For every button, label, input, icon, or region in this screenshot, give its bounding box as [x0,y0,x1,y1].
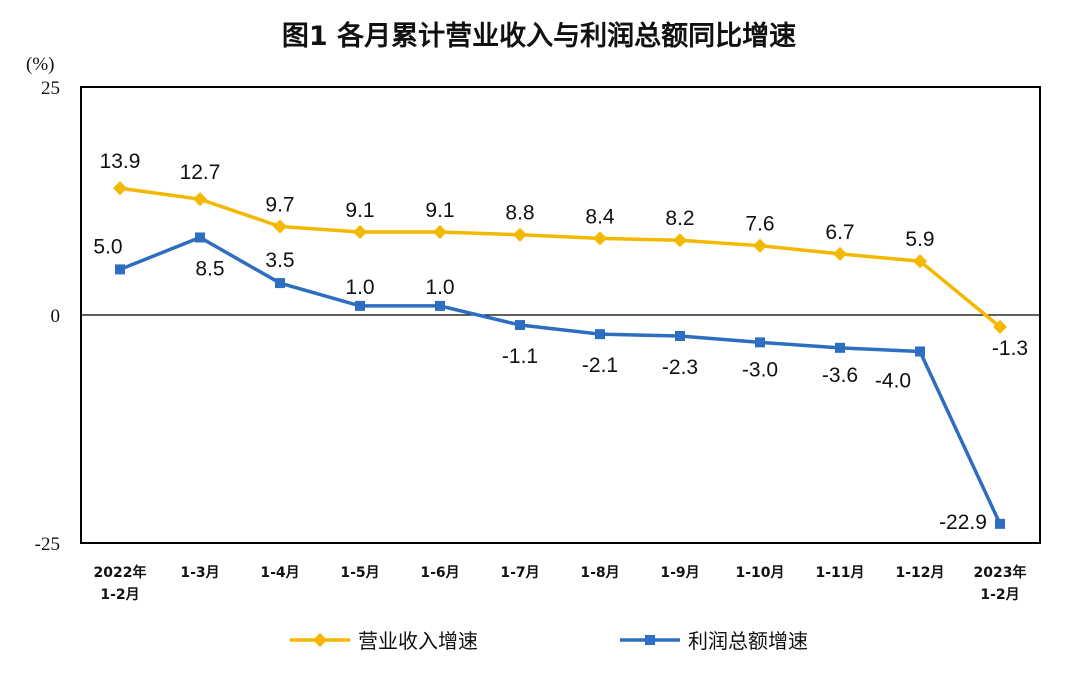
data-point [755,337,765,348]
data-label: 6.7 [825,221,854,244]
data-label: 9.7 [265,194,294,217]
data-label: 9.1 [425,199,454,222]
data-point [833,246,847,261]
y-axis-unit: (%) [26,54,54,75]
data-label: -3.6 [822,364,858,387]
x-tick-label: 1-12月 [895,565,944,581]
data-point [193,192,207,207]
data-label: -2.1 [582,354,618,377]
data-label: 8.2 [665,207,694,230]
data-point [275,278,285,289]
legend-marker [313,633,327,647]
series-line-1 [119,186,1002,329]
legend-marker [645,635,655,645]
data-point [115,264,125,275]
data-point [515,320,525,331]
x-tick-label: 1-6月 [420,565,459,581]
data-label: 5.0 [93,235,122,258]
data-point [835,342,845,353]
data-point [675,330,685,341]
data-label: 1.0 [345,276,374,299]
data-label: -1.1 [502,345,538,368]
data-point [353,225,367,240]
data-label: 8.8 [505,202,534,225]
data-point [993,319,1007,334]
data-point [995,518,1005,529]
data-label: 12.7 [180,161,221,184]
x-tick-label: 1-9月 [660,565,699,581]
data-point [355,300,365,311]
y-tick-label: 0 [51,306,61,327]
x-tick-label: 1-4月 [260,565,299,581]
x-tick-label: 1-2月 [100,587,139,603]
data-point [915,346,925,357]
x-tick-label: 1-2月 [980,587,1019,603]
x-tick-label: 1-7月 [500,565,539,581]
data-point [673,233,687,248]
data-label: -4.0 [875,369,911,392]
data-point [593,231,607,246]
x-tick-label: 2022年 [94,564,147,581]
x-tick-label: 1-5月 [340,565,379,581]
x-tick-label: 2023年 [974,564,1027,581]
data-label: 9.1 [345,199,374,222]
data-point [273,219,287,234]
data-point [195,232,205,243]
data-label: 13.9 [100,150,141,173]
x-tick-label: 1-11月 [815,565,864,581]
data-label: 8.5 [195,257,224,280]
data-point [513,227,527,242]
data-point [595,329,605,340]
series-line-2 [119,235,1002,525]
data-point [913,254,927,269]
x-tick-label: 1-10月 [735,565,784,581]
x-tick-label: 1-8月 [580,565,619,581]
data-label: 1.0 [425,276,454,299]
data-point [433,225,447,240]
data-label: 3.5 [265,249,294,272]
data-point [113,181,127,196]
data-label: -1.3 [992,337,1028,360]
data-label: -3.0 [742,358,778,381]
data-label: 7.6 [745,213,774,236]
data-label: -22.9 [939,511,987,534]
legend-label: 营业收入增速 [358,629,478,653]
x-tick-label: 1-3月 [180,565,219,581]
chart-title: 图1 各月累计营业收入与利润总额同比增速 [281,21,797,52]
data-label: 8.4 [585,205,615,228]
data-label: -2.3 [662,356,698,379]
y-tick-label: -25 [35,534,60,555]
data-label: 5.9 [905,228,934,251]
y-tick-label: 25 [41,78,60,99]
legend-label: 利润总额增速 [688,629,808,653]
data-point [753,238,767,253]
data-point [435,300,445,311]
